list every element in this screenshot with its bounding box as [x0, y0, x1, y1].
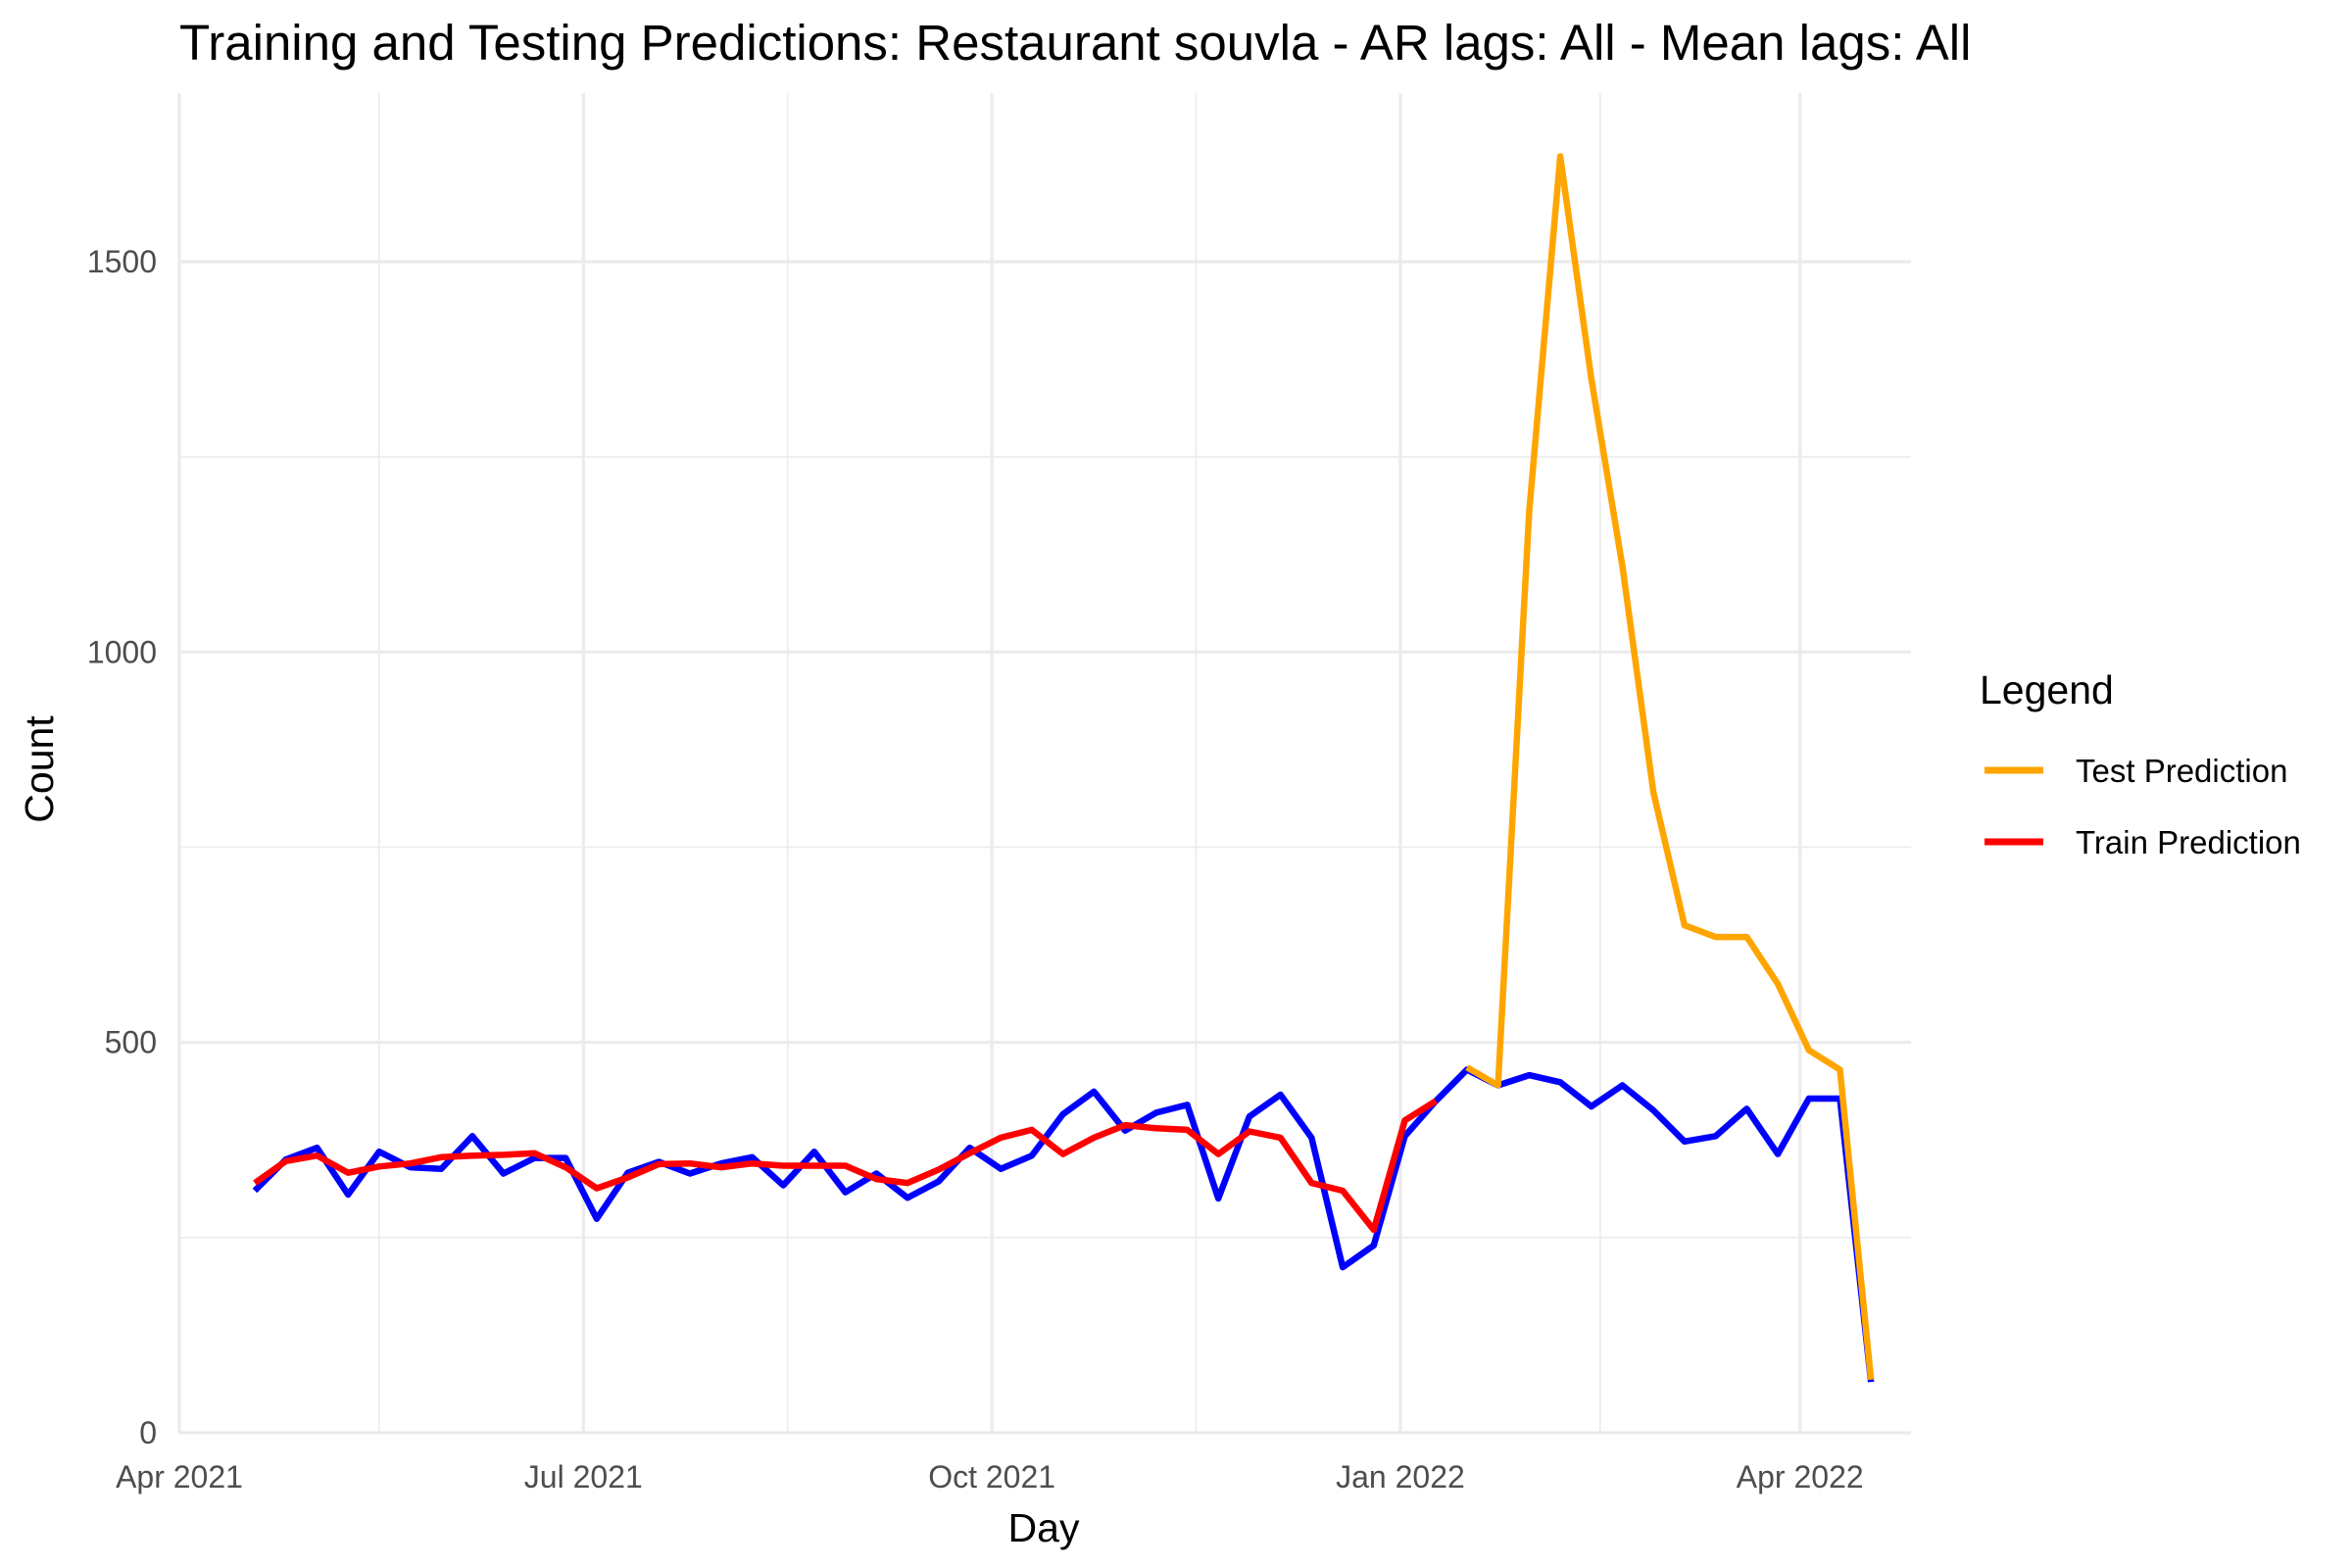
- y-tick-label: 1000: [87, 634, 157, 669]
- legend-label-test-prediction: Test Prediction: [2076, 753, 2287, 789]
- y-tick-label: 1500: [87, 244, 157, 279]
- actual-line: [252, 1066, 1875, 1383]
- x-axis-title: Day: [1008, 1505, 1080, 1550]
- y-axis-title: Count: [17, 715, 62, 823]
- legend-entries: Test Prediction Train Prediction: [1984, 753, 2301, 860]
- legend-label-train-prediction: Train Prediction: [2076, 824, 2301, 860]
- x-tick-label: Apr 2022: [1737, 1459, 1864, 1494]
- chart-title: Training and Testing Predictions: Restau…: [179, 15, 1971, 71]
- y-axis-tick-labels: 0 500 1000 1500: [87, 244, 157, 1450]
- legend-title: Legend: [1980, 667, 2114, 712]
- x-axis-tick-labels: Apr 2021 Jul 2021 Oct 2021 Jan 2022 Apr 2022: [116, 1459, 1864, 1494]
- major-gridlines: [177, 93, 1911, 1435]
- x-tick-label: Apr 2021: [116, 1459, 243, 1494]
- y-tick-label: 500: [105, 1025, 157, 1060]
- train-prediction-line: [253, 1098, 1438, 1234]
- test-prediction-line: [1465, 153, 1875, 1381]
- x-tick-label: Jul 2021: [524, 1459, 643, 1494]
- x-tick-label: Oct 2021: [928, 1459, 1055, 1494]
- minor-gridlines: [179, 93, 1911, 1433]
- series-layer: [252, 153, 1875, 1383]
- legend: Legend Test Prediction Train Prediction: [1980, 667, 2301, 860]
- x-tick-label: Jan 2022: [1336, 1459, 1465, 1494]
- y-tick-label: 0: [139, 1415, 157, 1450]
